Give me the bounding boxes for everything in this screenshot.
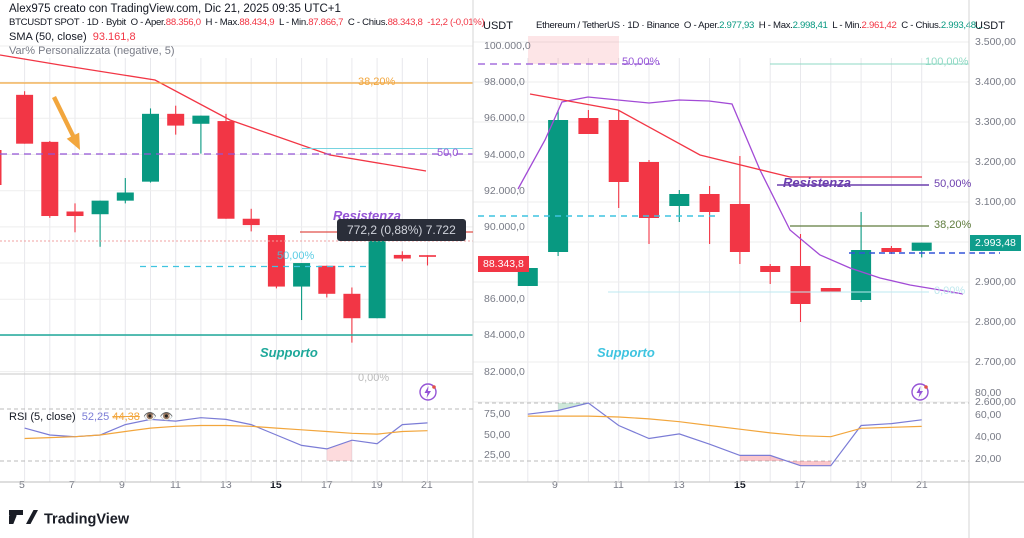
svg-text:TradingView: TradingView [44, 512, 130, 528]
